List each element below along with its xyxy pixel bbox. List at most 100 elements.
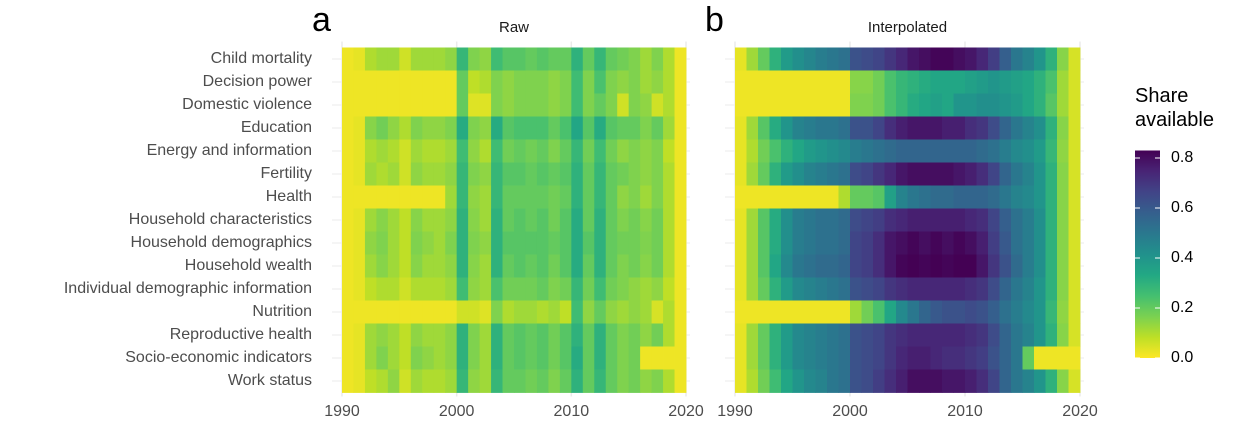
heat-cell — [525, 323, 538, 347]
heat-cell — [410, 93, 423, 117]
heat-cell — [548, 162, 561, 186]
heat-cell — [999, 254, 1012, 278]
heat-cell — [850, 139, 862, 163]
heat-cell — [769, 277, 782, 301]
heat-cell — [930, 208, 943, 232]
heat-cell — [1068, 231, 1081, 255]
colorbar-tick-label: 0.6 — [1171, 199, 1193, 216]
heat-cell — [769, 346, 782, 370]
heat-cell — [746, 346, 759, 370]
heat-cell — [364, 369, 377, 393]
heat-cell — [815, 231, 828, 255]
heat-cell — [1068, 116, 1081, 140]
heat-cell — [525, 369, 538, 393]
heat-cell — [976, 185, 989, 209]
heat-cell — [942, 254, 954, 278]
heat-cell — [548, 346, 561, 370]
heat-cell — [873, 277, 885, 301]
heat-cell — [896, 277, 908, 301]
heat-cell — [663, 47, 675, 71]
heat-cell — [617, 185, 630, 209]
heat-cell — [468, 139, 480, 163]
heat-cell — [571, 300, 584, 324]
heat-cell — [746, 116, 759, 140]
heat-cell — [594, 208, 607, 232]
heat-cell — [873, 254, 885, 278]
heat-cell — [1034, 70, 1046, 94]
heat-cell — [502, 254, 515, 278]
heat-cell — [399, 277, 412, 301]
heat-cell — [965, 208, 977, 232]
heat-cell — [976, 70, 989, 94]
heat-cell — [769, 93, 782, 117]
heat-cell — [582, 139, 595, 163]
heat-cell — [433, 323, 446, 347]
heat-cell — [1045, 139, 1058, 163]
heat-cell — [1011, 162, 1023, 186]
heat-cell — [376, 185, 389, 209]
heat-cell — [548, 185, 561, 209]
heat-cell — [491, 277, 503, 301]
heat-cell — [1034, 369, 1046, 393]
heat-cell — [930, 231, 943, 255]
heat-cell — [663, 208, 675, 232]
heat-cell — [640, 300, 652, 324]
heat-cell — [1022, 346, 1035, 370]
heat-cell — [792, 346, 805, 370]
heat-cell — [827, 323, 839, 347]
heat-cell — [376, 369, 389, 393]
heat-cell — [456, 116, 469, 140]
heat-cell — [571, 346, 584, 370]
heat-cell — [781, 277, 793, 301]
heat-cell — [571, 70, 584, 94]
heat-cell — [815, 300, 828, 324]
heat-cell — [1034, 208, 1046, 232]
heat-cell — [976, 369, 989, 393]
heat-cell — [617, 323, 630, 347]
heat-cell — [445, 47, 458, 71]
heat-cell — [1011, 139, 1023, 163]
heat-cell — [353, 70, 366, 94]
heat-cell — [468, 231, 480, 255]
heat-cell — [445, 70, 458, 94]
heat-cell — [1068, 254, 1081, 278]
colorbar-tick-label: 0.8 — [1171, 149, 1193, 166]
heat-cell — [617, 139, 630, 163]
heat-cell — [594, 369, 607, 393]
heat-cell — [433, 70, 446, 94]
heat-cell — [387, 116, 400, 140]
heat-cell — [640, 369, 652, 393]
x-tick-label: 1990 — [717, 403, 753, 420]
heat-cell — [781, 254, 793, 278]
heat-cell — [758, 116, 770, 140]
heat-cell — [1057, 346, 1069, 370]
heat-cell — [1011, 116, 1023, 140]
heat-cell — [628, 185, 641, 209]
heat-cell — [861, 139, 874, 163]
heat-cell — [456, 277, 469, 301]
heat-cell — [1034, 323, 1046, 347]
heat-cell — [1068, 70, 1081, 94]
heat-cell — [479, 208, 492, 232]
heat-cell — [896, 300, 908, 324]
heat-cell — [399, 231, 412, 255]
panel-title: Raw — [499, 19, 529, 36]
heat-cell — [792, 300, 805, 324]
heat-cell — [815, 346, 828, 370]
heat-cell — [850, 47, 862, 71]
y-tick-label: Fertility — [260, 165, 312, 182]
heat-cell — [1057, 139, 1069, 163]
heat-cell — [746, 231, 759, 255]
heat-cell — [422, 300, 435, 324]
heat-cell — [342, 47, 354, 71]
colorbar-tick-label: 0.0 — [1171, 349, 1193, 366]
heat-cell — [674, 47, 687, 71]
heat-cell — [594, 93, 607, 117]
heat-cell — [988, 116, 1000, 140]
heat-cell — [559, 300, 572, 324]
heat-cell — [422, 139, 435, 163]
heat-cell — [919, 369, 931, 393]
heat-cell — [965, 93, 977, 117]
heat-cell — [999, 185, 1012, 209]
heat-cell — [479, 369, 492, 393]
